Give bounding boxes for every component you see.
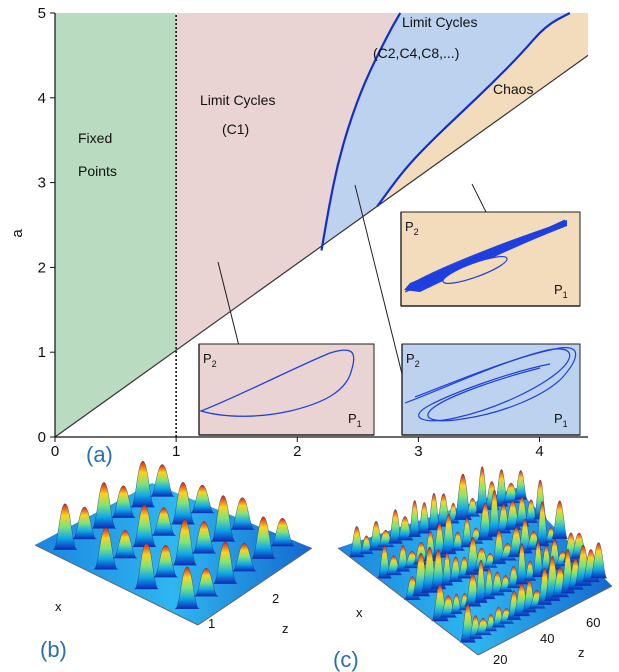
y-tick-label-5: 5 [38, 5, 46, 22]
label-points: Points [78, 163, 117, 179]
inset-chaos-y-label-main: P [405, 219, 414, 234]
inset-c2-y-label-main: P [406, 351, 415, 366]
inset-c1-x-label-main: P [348, 411, 357, 426]
x-tick-label-2: 2 [293, 443, 301, 460]
surface-c-z-tick-40: 40 [540, 631, 554, 646]
inset-c1-y-label-main: P [203, 351, 212, 366]
inset-c2-y-label-sub: 2 [415, 359, 420, 369]
surface-b-peak-2-5 [230, 498, 254, 530]
y-tick-label-1: 1 [38, 344, 46, 361]
inset-c2-x-label-main: P [554, 411, 563, 426]
label-chaos: Chaos [493, 81, 533, 97]
y-tick-label-3: 3 [38, 175, 46, 192]
panel-label-a: (a) [86, 442, 113, 467]
x-tick-label-3: 3 [414, 443, 422, 460]
panel-label-b: (b) [40, 637, 67, 662]
surface-b-z-label: z [282, 621, 289, 636]
surface-c-z-tick-20: 20 [493, 652, 507, 667]
inset-c1-y-label-sub: 2 [212, 359, 217, 369]
label-fixed: Fixed [78, 130, 112, 146]
surface-b-peak-1-5 [190, 485, 214, 513]
inset-chaos-x-label-sub: 1 [563, 290, 568, 300]
surface-c-peak-2-17 [552, 501, 568, 539]
surface-c-z-label: z [578, 645, 585, 660]
surface-c-peak-0-17 [514, 470, 527, 499]
surface-c-z-tick-60: 60 [586, 615, 600, 630]
x-tick-label-4: 4 [535, 443, 543, 460]
surface-b-z-tick-1: 1 [208, 616, 215, 631]
label-c1: (C1) [222, 121, 249, 137]
surface-b-x-label: x [55, 599, 62, 614]
inset-c1-x-label-sub: 1 [357, 419, 362, 429]
region-fixed-points [55, 13, 176, 437]
y-tick-label-4: 4 [38, 90, 46, 107]
label-c2-family: (C2,C4,C8,...) [373, 45, 459, 61]
x-tick-label-0: 0 [51, 443, 59, 460]
inset-c2-x-label-sub: 1 [563, 419, 568, 429]
surface-b-peak-3-5 [270, 518, 294, 546]
surface-plot-c: x 20 40 60 z (c) [333, 467, 612, 672]
surface-plot-b: x 1 2 z (b) [35, 461, 312, 662]
panel-label-c: (c) [333, 647, 359, 672]
inset-chaos-y-label-sub: 2 [414, 227, 419, 237]
surface-b-peak-0-5 [150, 464, 174, 496]
surface-b-z-tick-2: 2 [272, 591, 279, 606]
phase-diagram: 0 1 2 3 4 0 1 2 3 4 5 a Fixed Points Limit Cycles (C1)… [9, 5, 588, 467]
label-limit-cycles-c1: Limit Cycles [200, 92, 275, 108]
inset-chaos-x-label-main: P [554, 282, 563, 297]
label-limit-cycles-c2: Limit Cycles [402, 14, 477, 30]
y-tick-label-2: 2 [38, 259, 46, 276]
y-axis-label: a [9, 229, 26, 238]
y-tick-label-0: 0 [38, 429, 46, 446]
x-tick-label-1: 1 [172, 443, 180, 460]
surface-c-x-label: x [356, 605, 363, 620]
